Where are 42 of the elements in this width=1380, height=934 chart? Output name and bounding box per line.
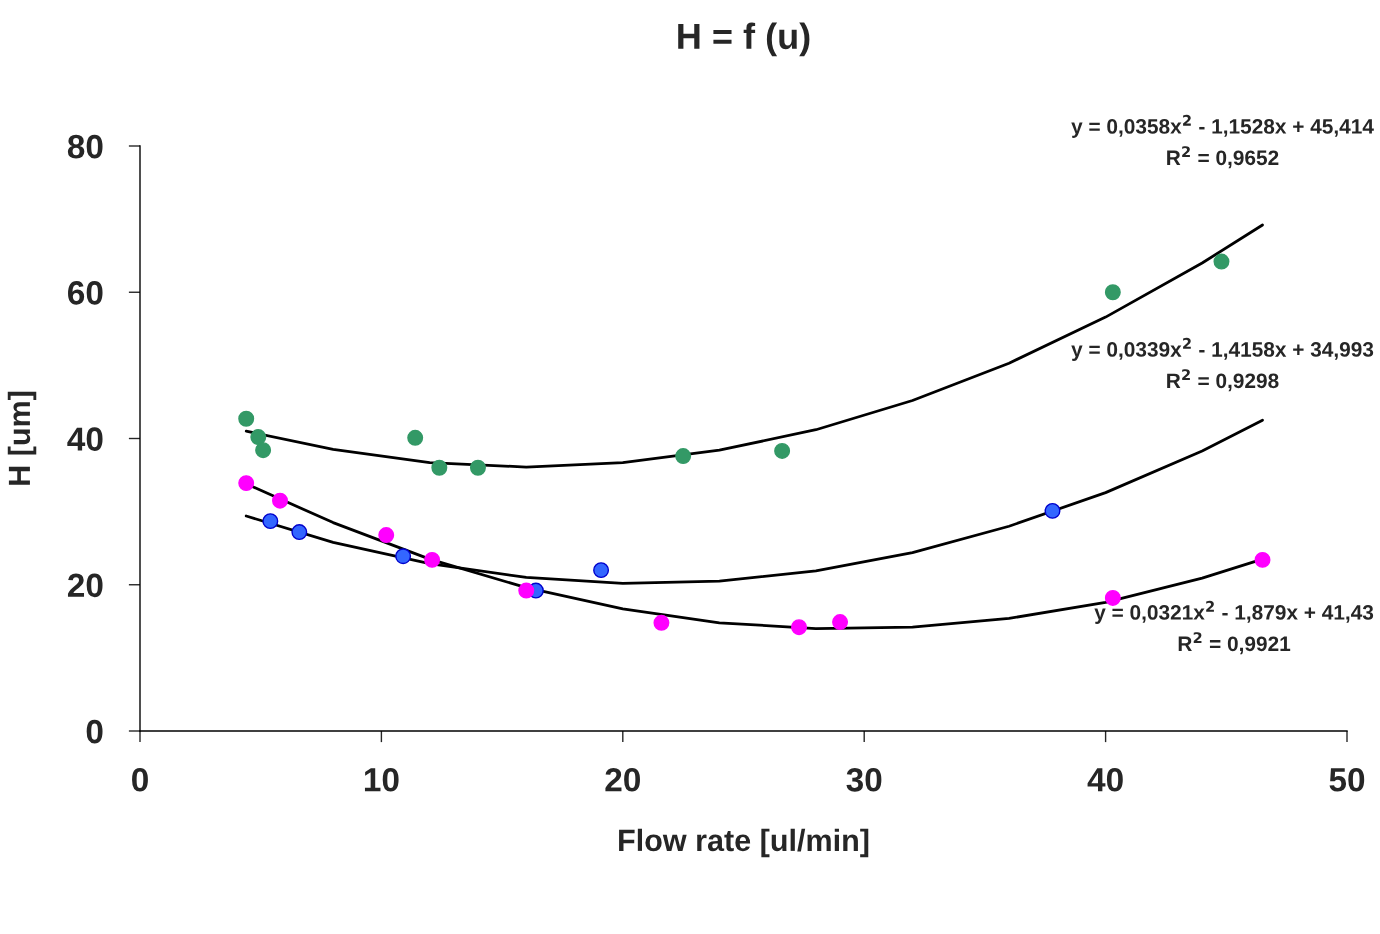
point xyxy=(1104,284,1121,301)
annotation: y = 0,0358x$^{2}$ - 1,1528x + 45,414 R$^{2}$ = 0,9652 xyxy=(1071,114,1374,169)
text: y = 0,0321x$^{2}$ - 1,879x + 41,43 R$^{2}$ = 0,9921 xyxy=(1094,600,1374,655)
y-tick-label: 80 xyxy=(67,134,103,159)
point xyxy=(1104,589,1121,606)
point xyxy=(593,562,610,579)
point xyxy=(774,442,791,459)
point xyxy=(378,527,395,544)
y-axis-title: H [um] xyxy=(7,391,37,485)
x-tick-label: 30 xyxy=(846,767,882,792)
point xyxy=(250,429,267,446)
point xyxy=(291,524,308,541)
y-tick-label: 40 xyxy=(67,427,103,451)
x-tick-label: 40 xyxy=(1087,767,1123,792)
y-tick-label: 20 xyxy=(67,573,103,598)
point xyxy=(675,448,692,465)
annotation: y = 0,0339x$^{2}$ - 1,4158x + 34,993 R$^{2}$ = 0,9298 xyxy=(1071,337,1374,392)
point xyxy=(1213,253,1230,270)
point xyxy=(272,492,288,509)
point xyxy=(395,548,412,565)
x-tick-label: 20 xyxy=(605,767,640,792)
point xyxy=(255,442,272,459)
point xyxy=(262,513,279,530)
point xyxy=(238,410,255,427)
point xyxy=(407,429,424,446)
x-tick-label: 0 xyxy=(132,767,148,792)
point xyxy=(791,619,808,636)
point xyxy=(518,582,535,599)
point xyxy=(238,475,255,492)
y-tick-label: 0 xyxy=(86,719,103,744)
point xyxy=(653,614,670,631)
point xyxy=(832,614,849,631)
point xyxy=(1254,551,1271,568)
x-axis-title: Flow rate [ul/min] xyxy=(619,828,869,858)
y-tick-label: 60 xyxy=(68,281,103,305)
x-tick-label: 10 xyxy=(364,767,399,792)
point xyxy=(431,459,448,476)
point xyxy=(424,551,441,568)
chart-title: H = f (u) xyxy=(678,22,810,57)
x-tick-label: 50 xyxy=(1329,767,1365,792)
point xyxy=(469,459,486,476)
point xyxy=(1044,502,1061,519)
